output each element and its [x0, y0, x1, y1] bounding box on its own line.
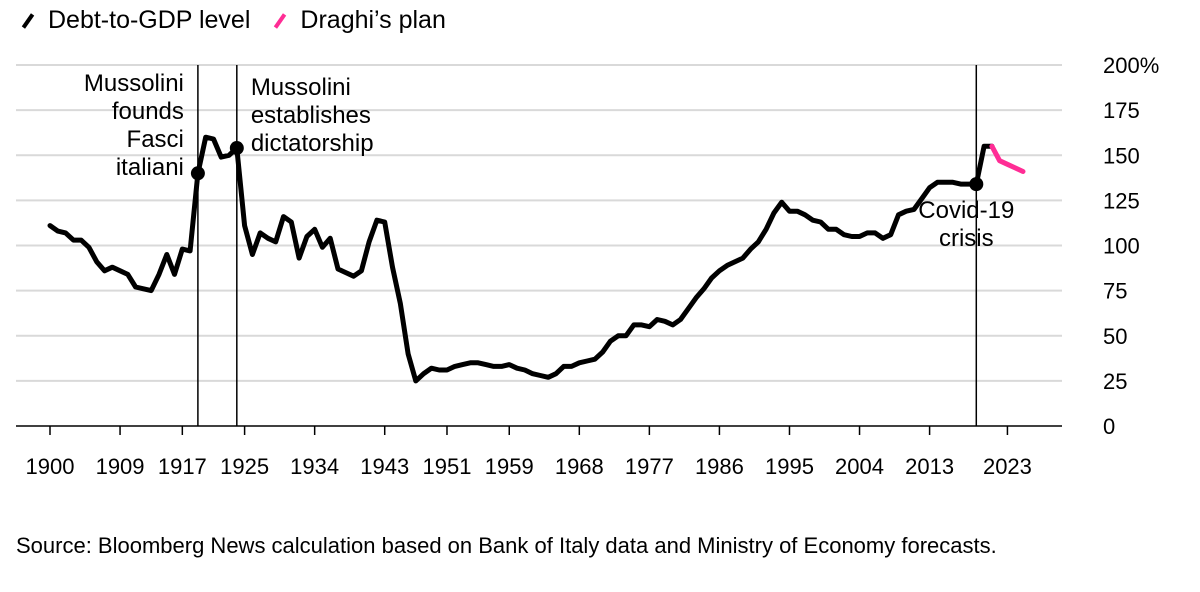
x-tick-label: 2004: [835, 454, 884, 479]
x-tick-label: 1900: [26, 454, 75, 479]
legend-item-debt: Debt-to-GDP level: [16, 6, 250, 35]
y-tick-label: 100: [1103, 234, 1140, 259]
annotation-label: italiani: [116, 154, 184, 181]
y-tick-label: 200%: [1103, 53, 1159, 78]
x-tick-label: 1959: [485, 454, 534, 479]
annotation-label: dictatorship: [251, 130, 374, 157]
annotation-label: Mussolini: [251, 74, 351, 101]
event-marker: [969, 177, 984, 192]
annotation-label: Mussolini: [84, 70, 184, 97]
y-tick-label: 25: [1103, 369, 1127, 394]
y-tick-label: 125: [1103, 188, 1140, 213]
x-tick-label: 2013: [905, 454, 954, 479]
y-tick-label: 50: [1103, 324, 1127, 349]
event-marker: [190, 166, 205, 181]
y-tick-label: 75: [1103, 279, 1127, 304]
x-tick-label: 1977: [625, 454, 674, 479]
x-tick-label: 1986: [695, 454, 744, 479]
legend-item-draghi: Draghi’s plan: [268, 6, 446, 35]
annotation-label: Fasci: [127, 126, 184, 153]
x-tick-label: 1925: [220, 454, 269, 479]
annotation-label: crisis: [939, 225, 994, 252]
x-tick-label: 1917: [158, 454, 207, 479]
event-marker: [229, 141, 244, 156]
legend: Debt-to-GDP level Draghi’s plan: [16, 6, 464, 35]
annotation-label: establishes: [251, 102, 371, 129]
x-tick-label: 2023: [983, 454, 1032, 479]
legend-label-debt: Debt-to-GDP level: [48, 6, 251, 34]
annotation-label: founds: [112, 98, 184, 125]
y-tick-label: 175: [1103, 98, 1140, 123]
x-tick-label: 1934: [290, 454, 339, 479]
x-tick-label: 1995: [765, 454, 814, 479]
x-tick-label: 1951: [423, 454, 472, 479]
series-line-debt: [47, 134, 995, 384]
x-tick-label: 1909: [96, 454, 145, 479]
y-tick-label: 0: [1103, 414, 1115, 439]
source-note: Source: Bloomberg News calculation based…: [16, 533, 997, 558]
x-tick-label: 1968: [555, 454, 604, 479]
annotation-label: Covid-19: [918, 197, 1014, 224]
legend-label-draghi: Draghi’s plan: [300, 6, 446, 34]
series-line-draghi: [989, 143, 1026, 174]
x-tick-label: 1943: [360, 454, 409, 479]
y-tick-label: 150: [1103, 143, 1140, 168]
